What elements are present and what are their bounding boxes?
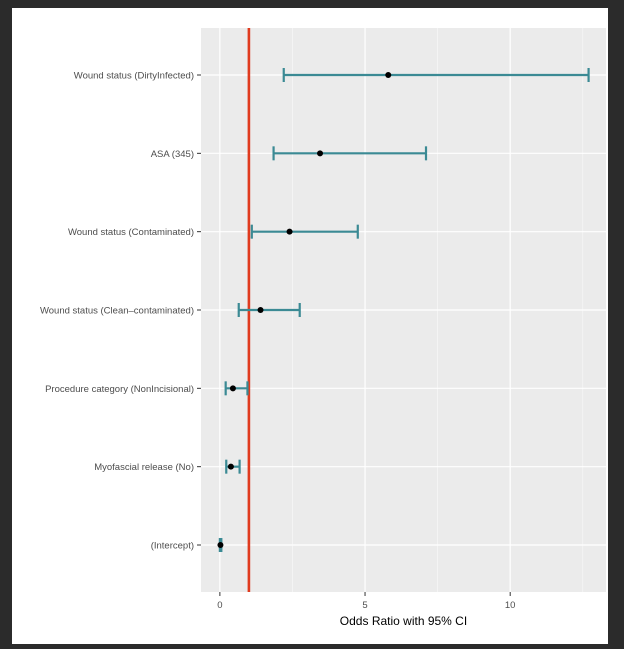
ci-row-2 — [250, 224, 359, 239]
estimate-point — [229, 385, 236, 392]
y-tick-label: Wound status (DirtyInfected) — [74, 71, 194, 82]
figure: Wound status (DirtyInfected) ASA (345) Wou… — [12, 8, 608, 644]
ci-row-5 — [225, 459, 241, 474]
ci-row-4 — [224, 381, 249, 396]
estimate-point — [257, 307, 264, 313]
estimate-point — [227, 463, 234, 470]
ci-row-3 — [237, 303, 301, 317]
y-tick-label: (Intercept) — [151, 541, 194, 552]
ci-row-6 — [217, 538, 224, 552]
estimate-point — [286, 228, 293, 235]
forest-plot: Wound status (DirtyInfected) ASA (345) Wou… — [40, 28, 606, 628]
estimate-point — [317, 150, 324, 157]
y-tick-label: Myofascial release (No) — [94, 462, 194, 473]
x-axis-title: Odds Ratio with 95% CI — [340, 614, 467, 628]
x-tick-label: 5 — [362, 600, 367, 611]
y-tick-label: Wound status (Contaminated) — [68, 227, 194, 238]
y-tick-label: ASA (345) — [151, 149, 194, 160]
x-tick-label: 0 — [217, 600, 222, 611]
ci-row-1 — [272, 146, 428, 161]
ci-row-0 — [282, 68, 590, 82]
y-tick-label: Wound status (Clean–contaminated) — [40, 306, 194, 317]
estimate-point — [385, 72, 392, 78]
x-tick-label: 10 — [505, 600, 516, 611]
y-tick-label: Procedure category (NonIncisional) — [45, 384, 194, 395]
estimate-point — [217, 542, 224, 548]
